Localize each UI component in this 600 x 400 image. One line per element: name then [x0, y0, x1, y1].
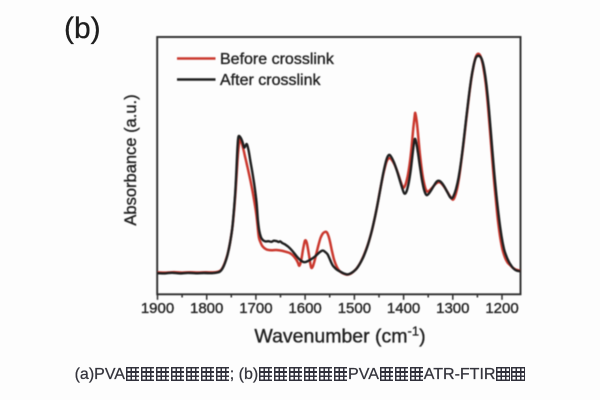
svg-text:Absorbance (a.u.): Absorbance (a.u.): [122, 94, 140, 225]
svg-text:1500: 1500: [338, 300, 371, 317]
svg-text:1800: 1800: [190, 300, 223, 317]
svg-text:1900: 1900: [141, 300, 174, 317]
svg-text:1600: 1600: [288, 300, 321, 317]
svg-text:1700: 1700: [239, 300, 272, 317]
svg-text:Before crosslink: Before crosslink: [220, 51, 335, 68]
svg-text:1300: 1300: [436, 300, 469, 317]
svg-text:1400: 1400: [387, 300, 420, 317]
svg-text:1200: 1200: [485, 300, 518, 317]
svg-text:After crosslink: After crosslink: [220, 72, 321, 89]
svg-text:Wavenumber (cm-1): Wavenumber (cm-1): [254, 324, 425, 348]
